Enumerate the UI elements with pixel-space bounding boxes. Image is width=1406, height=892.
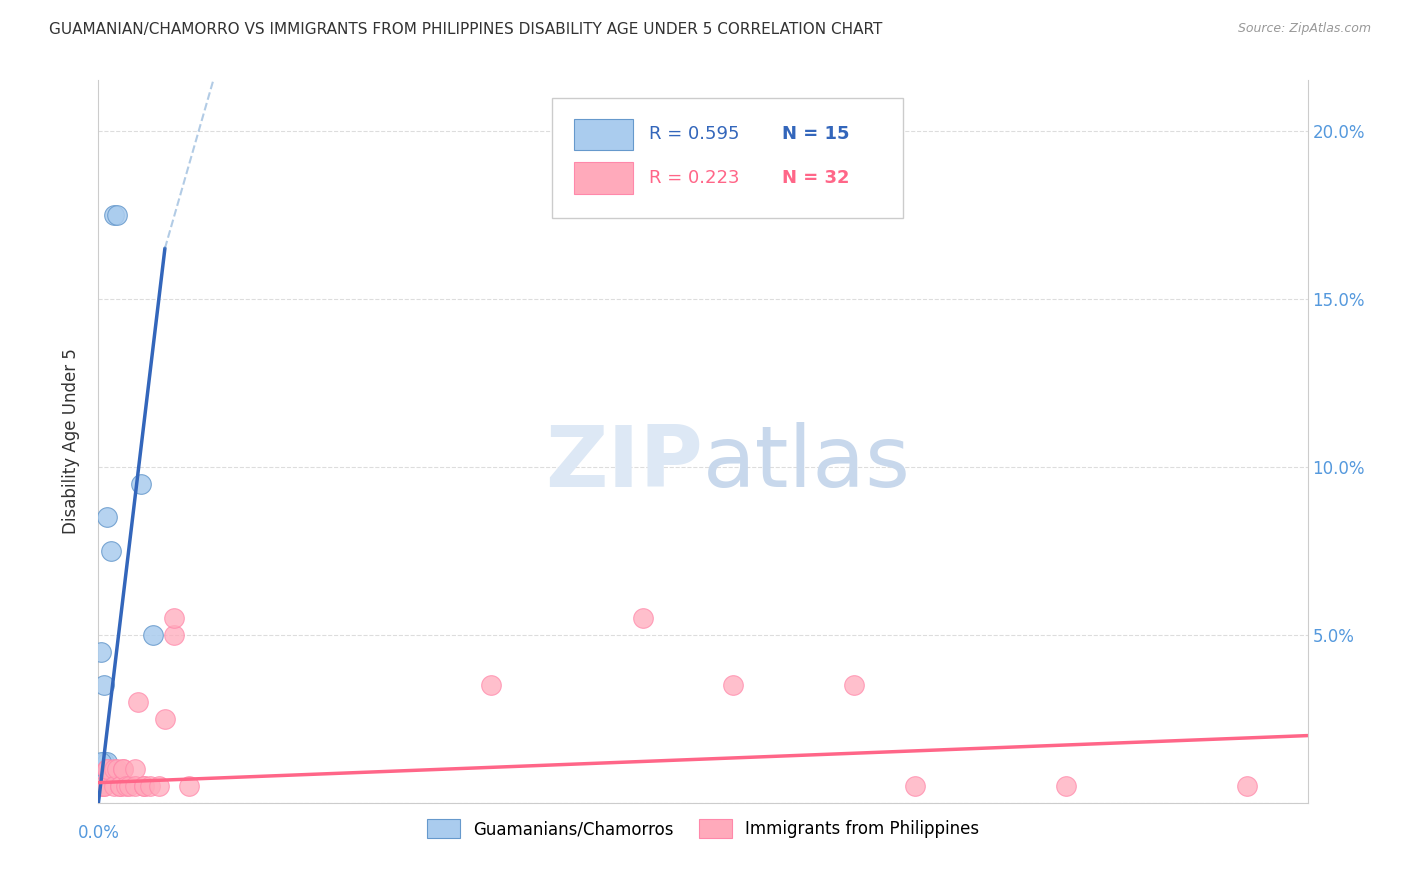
Point [1236, 779, 1258, 793]
Text: GUAMANIAN/CHAMORRO VS IMMIGRANTS FROM PHILIPPINES DISABILITY AGE UNDER 5 CORRELA: GUAMANIAN/CHAMORRO VS IMMIGRANTS FROM PH… [49, 22, 883, 37]
Point [163, 611, 186, 625]
Point [96, 762, 118, 776]
Point [132, 779, 155, 793]
Point [163, 628, 186, 642]
Point [93, 756, 115, 770]
Point [93, 775, 115, 789]
Point [844, 678, 866, 692]
Point [90, 779, 112, 793]
Legend: Guamanians/Chamorros, Immigrants from Philippines: Guamanians/Chamorros, Immigrants from Ph… [420, 813, 986, 845]
Point [118, 779, 141, 793]
Text: N = 32: N = 32 [782, 169, 849, 186]
Point [103, 208, 125, 222]
Point [93, 779, 115, 793]
Point [100, 543, 122, 558]
Text: N = 15: N = 15 [782, 126, 849, 144]
Point [96, 510, 118, 524]
Point [127, 695, 149, 709]
FancyBboxPatch shape [574, 162, 633, 194]
Text: ZIP: ZIP [546, 422, 703, 505]
Text: R = 0.223: R = 0.223 [648, 169, 740, 186]
Point [108, 779, 131, 793]
Point [904, 779, 927, 793]
Text: 0.0%: 0.0% [77, 824, 120, 842]
Point [105, 208, 128, 222]
Point [96, 762, 118, 776]
Text: R = 0.595: R = 0.595 [648, 126, 740, 144]
Point [111, 762, 134, 776]
Point [124, 779, 146, 793]
Point [90, 775, 112, 789]
Point [108, 779, 131, 793]
Point [124, 762, 146, 776]
Point [103, 762, 125, 776]
Point [153, 712, 176, 726]
Point [90, 644, 112, 658]
Point [179, 779, 201, 793]
Text: atlas: atlas [703, 422, 911, 505]
Point [90, 756, 112, 770]
Point [93, 779, 115, 793]
Point [114, 779, 136, 793]
Point [481, 678, 503, 692]
Point [1054, 779, 1077, 793]
Point [129, 476, 152, 491]
Y-axis label: Disability Age Under 5: Disability Age Under 5 [62, 349, 80, 534]
Point [103, 779, 125, 793]
Point [132, 779, 155, 793]
Point [111, 762, 134, 776]
Point [723, 678, 745, 692]
FancyBboxPatch shape [551, 98, 903, 218]
Point [93, 678, 115, 692]
Point [96, 756, 118, 770]
Point [139, 779, 162, 793]
Point [142, 628, 165, 642]
Point [631, 611, 654, 625]
Point [105, 762, 128, 776]
Point [148, 779, 170, 793]
Text: Source: ZipAtlas.com: Source: ZipAtlas.com [1237, 22, 1371, 36]
FancyBboxPatch shape [574, 119, 633, 151]
